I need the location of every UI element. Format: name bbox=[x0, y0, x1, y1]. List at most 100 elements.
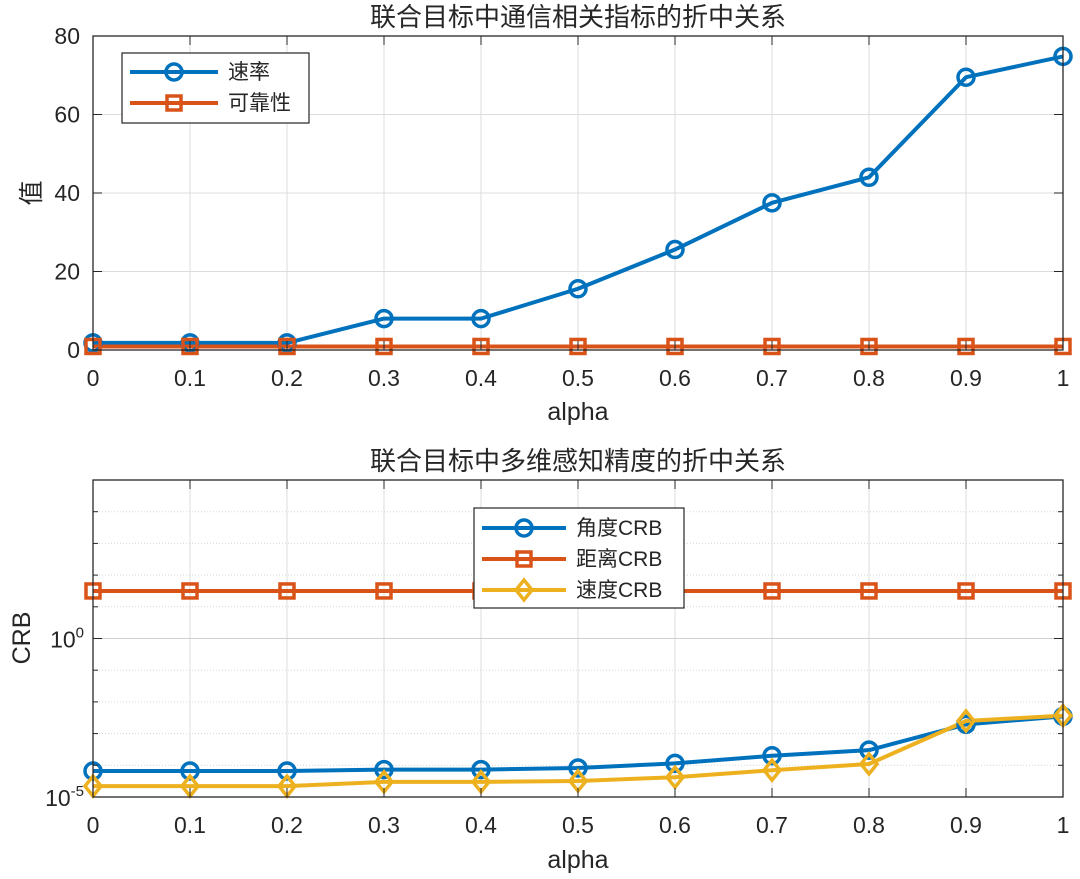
y-tick-label: 20 bbox=[54, 259, 80, 285]
y-tick-label: 60 bbox=[54, 102, 80, 128]
legend-label: 可靠性 bbox=[228, 92, 291, 115]
chart-title: 联合目标中多维感知精度的折中关系 bbox=[370, 446, 786, 476]
y-tick-base: 10 bbox=[45, 785, 71, 811]
y-tick-base: 10 bbox=[50, 627, 76, 653]
data-point-circle bbox=[374, 308, 394, 329]
legend-marker-circle bbox=[164, 62, 184, 82]
x-tick-label: 0.3 bbox=[368, 365, 400, 391]
x-tick-label: 0 bbox=[87, 812, 100, 838]
data-point-diamond bbox=[761, 757, 783, 784]
x-tick-label: 0.6 bbox=[659, 812, 691, 838]
x-tick-label: 0.5 bbox=[562, 812, 594, 838]
legend-entry-velocity-crb: 速度CRB bbox=[482, 577, 662, 603]
data-point-square bbox=[569, 337, 587, 356]
legend-entry-reliability: 可靠性 bbox=[130, 92, 291, 115]
x-tick-label: 0.1 bbox=[174, 365, 206, 391]
rate-reliability-chart: 联合目标中通信相关指标的折中关系 0 0.1 0.2 0.3 0.4 0.5 0.6 0.7 0… bbox=[18, 2, 1073, 426]
x-tick-label: 1 bbox=[1057, 812, 1070, 838]
legend: 速率 可靠性 bbox=[121, 52, 310, 124]
data-point-circle bbox=[956, 67, 976, 87]
y-tick-label: 100 bbox=[50, 625, 84, 653]
x-tick-label: 0.6 bbox=[659, 365, 691, 391]
data-point-square bbox=[763, 582, 781, 600]
data-point-square bbox=[181, 582, 199, 600]
legend-entry-angle-crb: 角度CRB bbox=[482, 517, 662, 540]
data-point-circle bbox=[665, 753, 685, 774]
grid bbox=[93, 480, 1063, 797]
legend-marker-square bbox=[515, 550, 533, 568]
legend-marker-diamond bbox=[513, 577, 535, 603]
data-point-circle bbox=[568, 758, 588, 778]
legend-label: 速度CRB bbox=[576, 579, 662, 602]
data-point-diamond bbox=[664, 764, 686, 791]
x-tick-label: 0.7 bbox=[756, 365, 788, 391]
x-tick-label: 0.2 bbox=[271, 365, 303, 391]
x-tick-label: 0.3 bbox=[368, 812, 400, 838]
x-tick-label: 0.1 bbox=[174, 812, 206, 838]
y-tick-exponent: 0 bbox=[76, 625, 84, 642]
legend-box bbox=[121, 52, 310, 124]
data-point-square bbox=[375, 582, 393, 600]
data-point-square bbox=[860, 582, 878, 600]
y-tick-exponent: -5 bbox=[71, 783, 84, 800]
axes: 0 0.1 0.2 0.3 0.4 0.5 0.6 0.7 0.8 0.9 1 0 20 40 60 80 bbox=[54, 23, 1069, 391]
data-point-diamond bbox=[955, 708, 977, 734]
x-tick-label: 0.8 bbox=[853, 365, 885, 391]
x-tick-label: 0.4 bbox=[465, 365, 497, 391]
data-point-circle bbox=[180, 761, 200, 781]
crb-chart: 联合目标中多维感知精度的折中关系 0 0.1 0.2 0.3 0.4 0.5 0.6 0.7 0… bbox=[8, 446, 1074, 874]
data-point-circle bbox=[859, 167, 879, 188]
legend-entry-range-crb: 距离CRB bbox=[482, 548, 662, 571]
data-point-circle bbox=[762, 746, 782, 766]
x-tick-label: 0.9 bbox=[950, 365, 982, 391]
data-point-diamond bbox=[858, 751, 880, 777]
data-point-square bbox=[957, 337, 975, 356]
legend-label: 角度CRB bbox=[576, 517, 662, 540]
y-axis-label: CRB bbox=[8, 612, 36, 665]
series-line bbox=[93, 54, 1064, 345]
chart-title: 联合目标中通信相关指标的折中关系 bbox=[370, 2, 786, 32]
x-tick-label: 0.7 bbox=[756, 812, 788, 838]
y-tick-label: 80 bbox=[54, 23, 80, 49]
x-tick-label: 0.5 bbox=[562, 365, 594, 391]
legend: 角度CRB 距离CRB 速度CRB bbox=[473, 507, 685, 609]
legend-marker-square bbox=[165, 94, 183, 112]
data-point-square bbox=[860, 337, 878, 356]
data-point-circle bbox=[471, 308, 491, 329]
x-tick-label: 0.4 bbox=[465, 812, 497, 838]
data-point-square bbox=[763, 337, 781, 356]
data-point-circle bbox=[859, 740, 879, 760]
y-axis-label: 值 bbox=[18, 180, 46, 205]
legend-label: 速率 bbox=[228, 61, 270, 84]
x-axis-label: alpha bbox=[547, 398, 608, 426]
x-tick-label: 0 bbox=[87, 365, 100, 391]
y-tick-label: 10-5 bbox=[45, 783, 84, 811]
x-tick-label: 0.8 bbox=[853, 812, 885, 838]
x-tick-label: 1 bbox=[1057, 365, 1070, 391]
x-tick-label: 0.9 bbox=[950, 812, 982, 838]
y-tick-label: 0 bbox=[67, 337, 80, 363]
data-point-circle bbox=[568, 279, 588, 299]
data-point-square bbox=[181, 337, 199, 356]
data-point-circle bbox=[277, 761, 297, 781]
data-point-square bbox=[957, 582, 975, 600]
data-point-circle bbox=[471, 759, 491, 780]
x-tick-label: 0.2 bbox=[271, 812, 303, 838]
data-point-circle bbox=[374, 759, 394, 780]
data-point-circle bbox=[665, 239, 685, 260]
x-axis-label: alpha bbox=[547, 846, 608, 874]
legend-entry-rate: 速率 bbox=[130, 61, 270, 84]
series-line bbox=[93, 714, 1064, 774]
y-tick-label: 40 bbox=[54, 180, 80, 206]
legend-label: 距离CRB bbox=[576, 548, 662, 571]
data-point-square bbox=[375, 337, 393, 356]
data-point-square bbox=[666, 337, 684, 356]
data-point-circle bbox=[762, 193, 782, 213]
data-point-square bbox=[278, 337, 296, 356]
legend-marker-circle bbox=[514, 518, 534, 538]
series-line bbox=[93, 713, 1064, 789]
data-point-square bbox=[278, 582, 296, 600]
data-point-square bbox=[472, 337, 490, 356]
